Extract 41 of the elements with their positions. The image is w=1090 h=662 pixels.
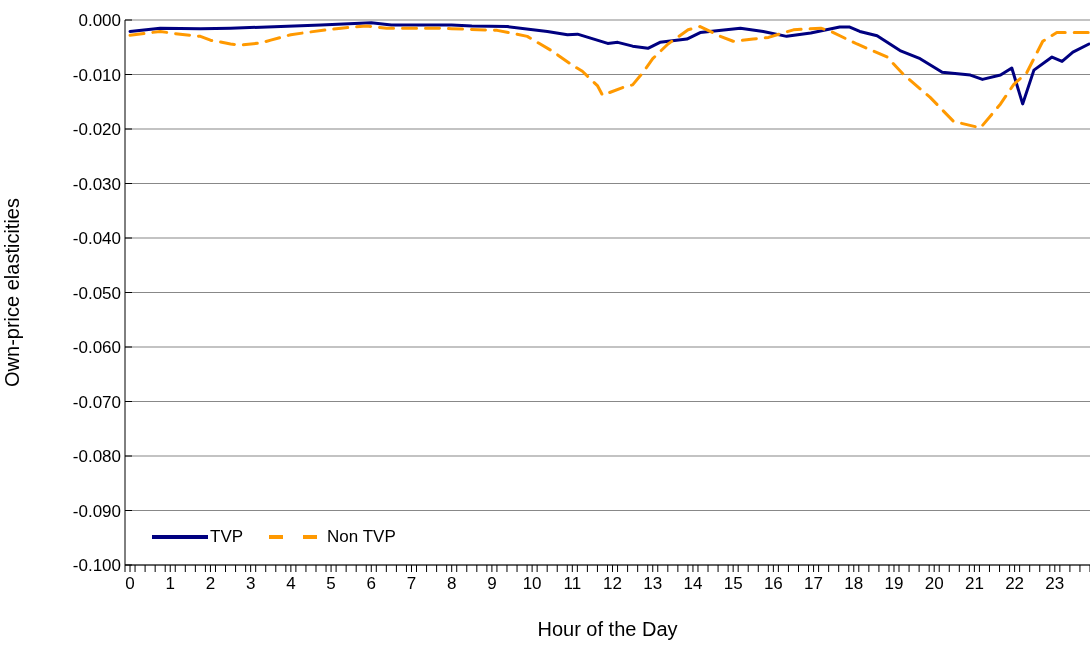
- x-tick-label: 6: [366, 574, 377, 593]
- x-tick-label: 15: [723, 574, 743, 593]
- x-tick-label: 8: [446, 574, 457, 593]
- y-tick-label: 0.000: [78, 11, 121, 30]
- x-tick-label: 17: [804, 574, 824, 593]
- x-tick-label: 2: [205, 574, 216, 593]
- x-tick-label: 19: [884, 574, 904, 593]
- y-tick-label: -0.080: [72, 447, 121, 466]
- y-tick-label: -0.070: [72, 392, 121, 412]
- x-tick-label: 9: [487, 574, 497, 593]
- x-tick-label: 1: [165, 574, 175, 593]
- y-tick-label: -0.090: [72, 501, 121, 521]
- legend-label: TVP: [210, 527, 244, 547]
- y-axis-title: Own-price elasticities: [1, 198, 24, 387]
- x-tick-label: 3: [245, 574, 256, 593]
- x-axis-title: Hour of the Day: [537, 618, 678, 640]
- y-tick-label: -0.050: [72, 283, 121, 303]
- x-tick-label: 21: [964, 574, 984, 593]
- x-tick-label: 10: [522, 574, 542, 593]
- x-tick-label: 5: [326, 574, 336, 593]
- y-tick-label: -0.100: [72, 556, 121, 575]
- y-tick-label: -0.020: [72, 120, 121, 139]
- x-tick-label: 18: [844, 574, 864, 593]
- line-series: [128, 24, 1090, 130]
- x-tick-label: 20: [924, 574, 944, 593]
- x-tick-label: 16: [763, 574, 783, 593]
- y-tick-label: -0.040: [72, 229, 121, 248]
- x-tick-label: 4: [286, 574, 296, 593]
- legend-label: Non TVP: [327, 527, 396, 547]
- y-tick-label: -0.030: [72, 174, 121, 194]
- x-tick-label: 0: [125, 574, 135, 593]
- x-tick-label: 14: [683, 574, 703, 593]
- line-series: [128, 21, 1090, 106]
- y-tick-label: -0.060: [72, 338, 121, 357]
- x-tick-label: 22: [1005, 574, 1025, 593]
- x-tick-label: 11: [563, 574, 582, 593]
- x-tick-label: 23: [1045, 574, 1065, 593]
- x-tick-label: 12: [603, 574, 622, 593]
- x-tick-label: 7: [406, 574, 417, 593]
- x-tick-label: 13: [643, 574, 663, 593]
- y-tick-label: -0.010: [72, 65, 121, 85]
